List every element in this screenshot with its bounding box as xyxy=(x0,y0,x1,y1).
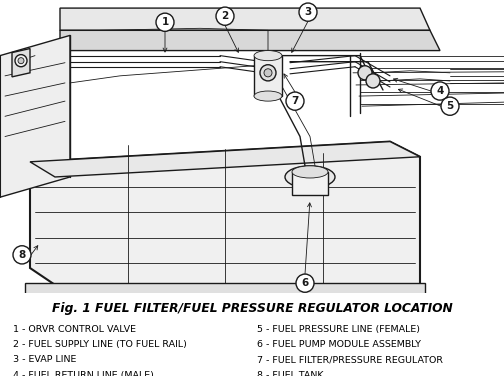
Ellipse shape xyxy=(285,166,335,188)
Ellipse shape xyxy=(254,91,282,101)
Ellipse shape xyxy=(292,166,328,178)
Text: 6 - FUEL PUMP MODULE ASSEMBLY: 6 - FUEL PUMP MODULE ASSEMBLY xyxy=(257,340,421,349)
Text: 4: 4 xyxy=(436,86,444,96)
Text: 1: 1 xyxy=(161,17,169,27)
Polygon shape xyxy=(60,8,430,30)
Text: 8: 8 xyxy=(18,250,26,260)
Text: 8 - FUEL TANK: 8 - FUEL TANK xyxy=(257,371,324,376)
Text: 5: 5 xyxy=(447,101,454,111)
Text: 4 - FUEL RETURN LINE (MALE): 4 - FUEL RETURN LINE (MALE) xyxy=(13,371,154,376)
Polygon shape xyxy=(30,142,420,288)
Polygon shape xyxy=(0,35,70,197)
Circle shape xyxy=(366,74,380,88)
Circle shape xyxy=(18,58,24,64)
Polygon shape xyxy=(60,30,440,50)
Circle shape xyxy=(299,3,317,21)
Text: 3: 3 xyxy=(304,7,311,17)
Circle shape xyxy=(431,82,449,100)
Polygon shape xyxy=(12,49,30,77)
Text: 7: 7 xyxy=(291,96,299,106)
Text: 6: 6 xyxy=(301,278,308,288)
Text: 2: 2 xyxy=(221,11,229,21)
Circle shape xyxy=(216,7,234,25)
Circle shape xyxy=(264,69,272,77)
Polygon shape xyxy=(292,172,328,195)
Circle shape xyxy=(156,13,174,31)
Text: Fig. 1 FUEL FILTER/FUEL PRESSURE REGULATOR LOCATION: Fig. 1 FUEL FILTER/FUEL PRESSURE REGULAT… xyxy=(51,302,453,315)
Text: 2 - FUEL SUPPLY LINE (TO FUEL RAIL): 2 - FUEL SUPPLY LINE (TO FUEL RAIL) xyxy=(13,340,186,349)
Text: 3 - EVAP LINE: 3 - EVAP LINE xyxy=(13,355,76,364)
Polygon shape xyxy=(25,283,425,296)
Circle shape xyxy=(260,65,276,81)
Circle shape xyxy=(13,246,31,264)
Circle shape xyxy=(296,274,314,292)
Polygon shape xyxy=(30,142,420,177)
Text: 1 - ORVR CONTROL VALVE: 1 - ORVR CONTROL VALVE xyxy=(13,325,136,334)
Circle shape xyxy=(286,92,304,110)
Circle shape xyxy=(15,55,27,67)
Text: 7 - FUEL FILTER/PRESSURE REGULATOR: 7 - FUEL FILTER/PRESSURE REGULATOR xyxy=(257,355,443,364)
Circle shape xyxy=(441,97,459,115)
Polygon shape xyxy=(254,56,282,96)
Circle shape xyxy=(358,66,372,80)
Text: 5 - FUEL PRESSURE LINE (FEMALE): 5 - FUEL PRESSURE LINE (FEMALE) xyxy=(257,325,420,334)
Ellipse shape xyxy=(254,50,282,61)
